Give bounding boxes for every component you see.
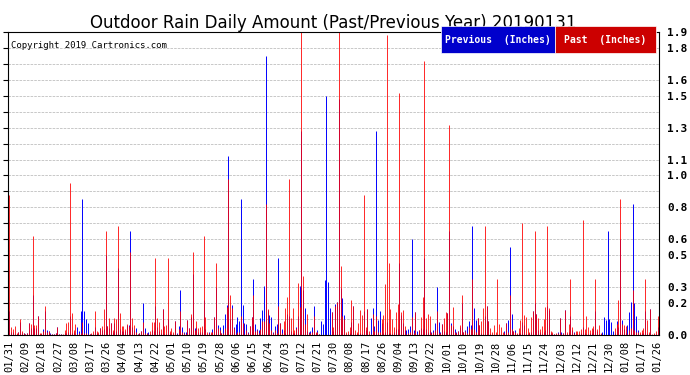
Text: Copyright 2019 Cartronics.com: Copyright 2019 Cartronics.com <box>11 41 167 50</box>
Text: Previous  (Inches): Previous (Inches) <box>445 35 551 45</box>
Bar <box>441 26 555 53</box>
Bar <box>555 26 656 53</box>
Text: Past  (Inches): Past (Inches) <box>564 35 647 45</box>
Title: Outdoor Rain Daily Amount (Past/Previous Year) 20190131: Outdoor Rain Daily Amount (Past/Previous… <box>90 14 577 32</box>
